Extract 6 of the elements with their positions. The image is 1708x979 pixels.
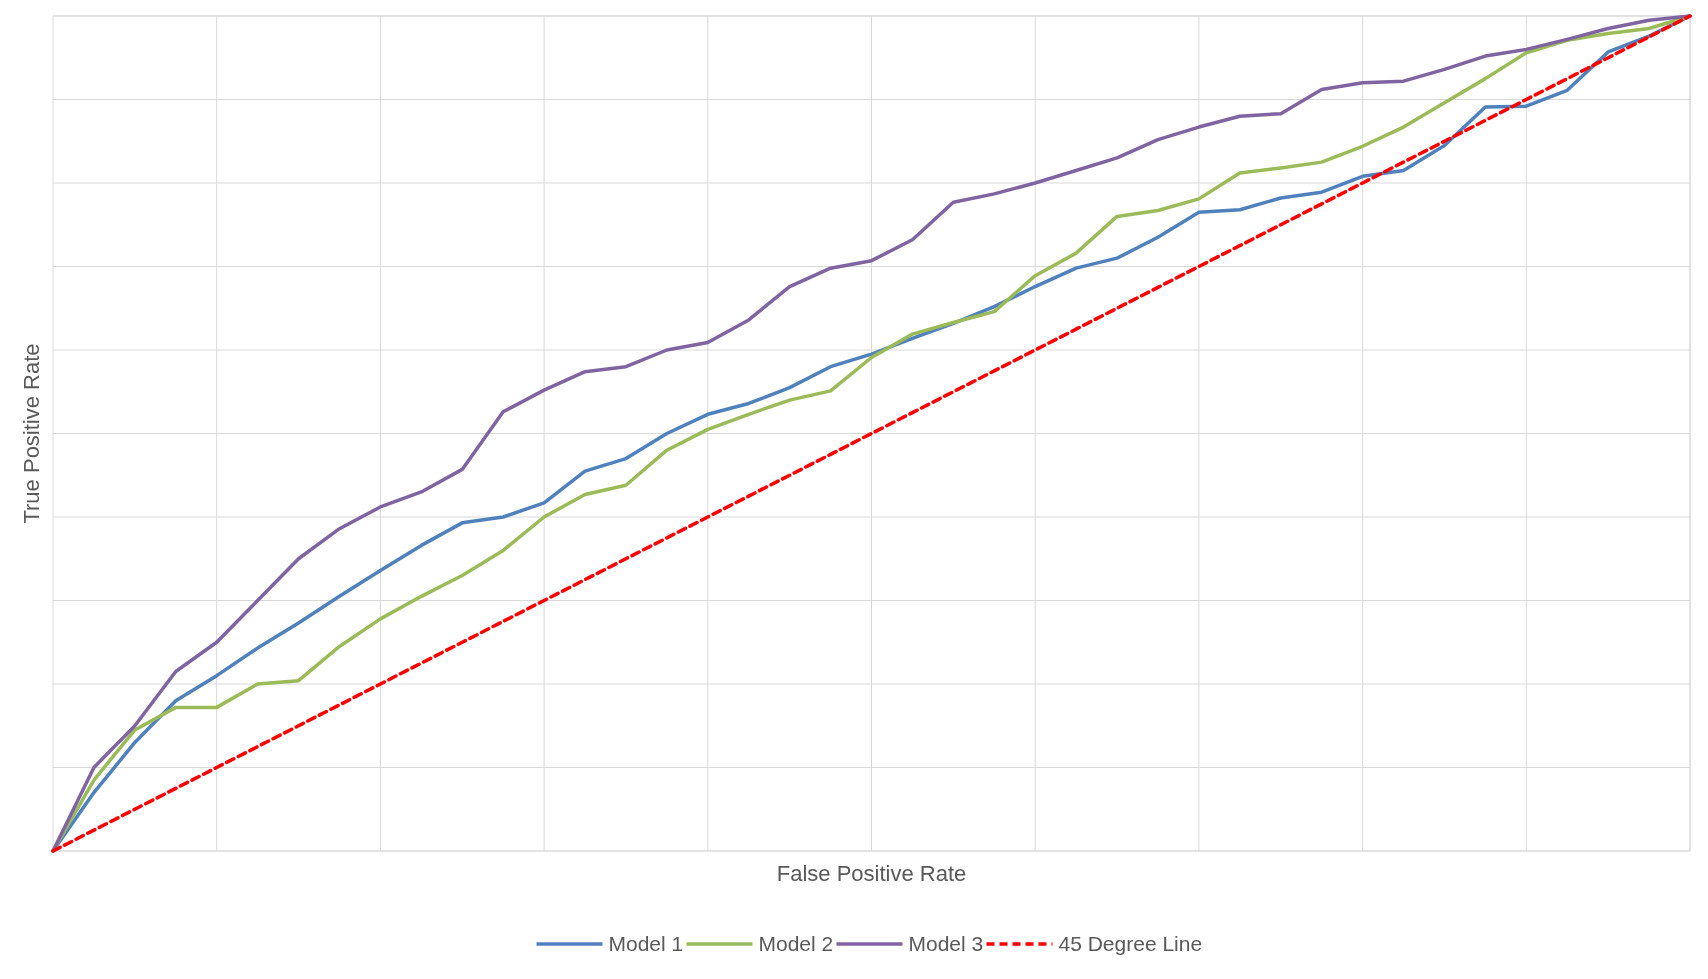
legend-label: Model 3 bbox=[908, 932, 984, 955]
legend-label: Model 2 bbox=[758, 932, 834, 955]
legend-label: Model 1 bbox=[608, 932, 684, 955]
legend-label: 45 Degree Line bbox=[1058, 932, 1203, 955]
x-axis-title: False Positive Rate bbox=[776, 861, 967, 886]
y-axis-title: True Positive Rate bbox=[19, 343, 44, 524]
